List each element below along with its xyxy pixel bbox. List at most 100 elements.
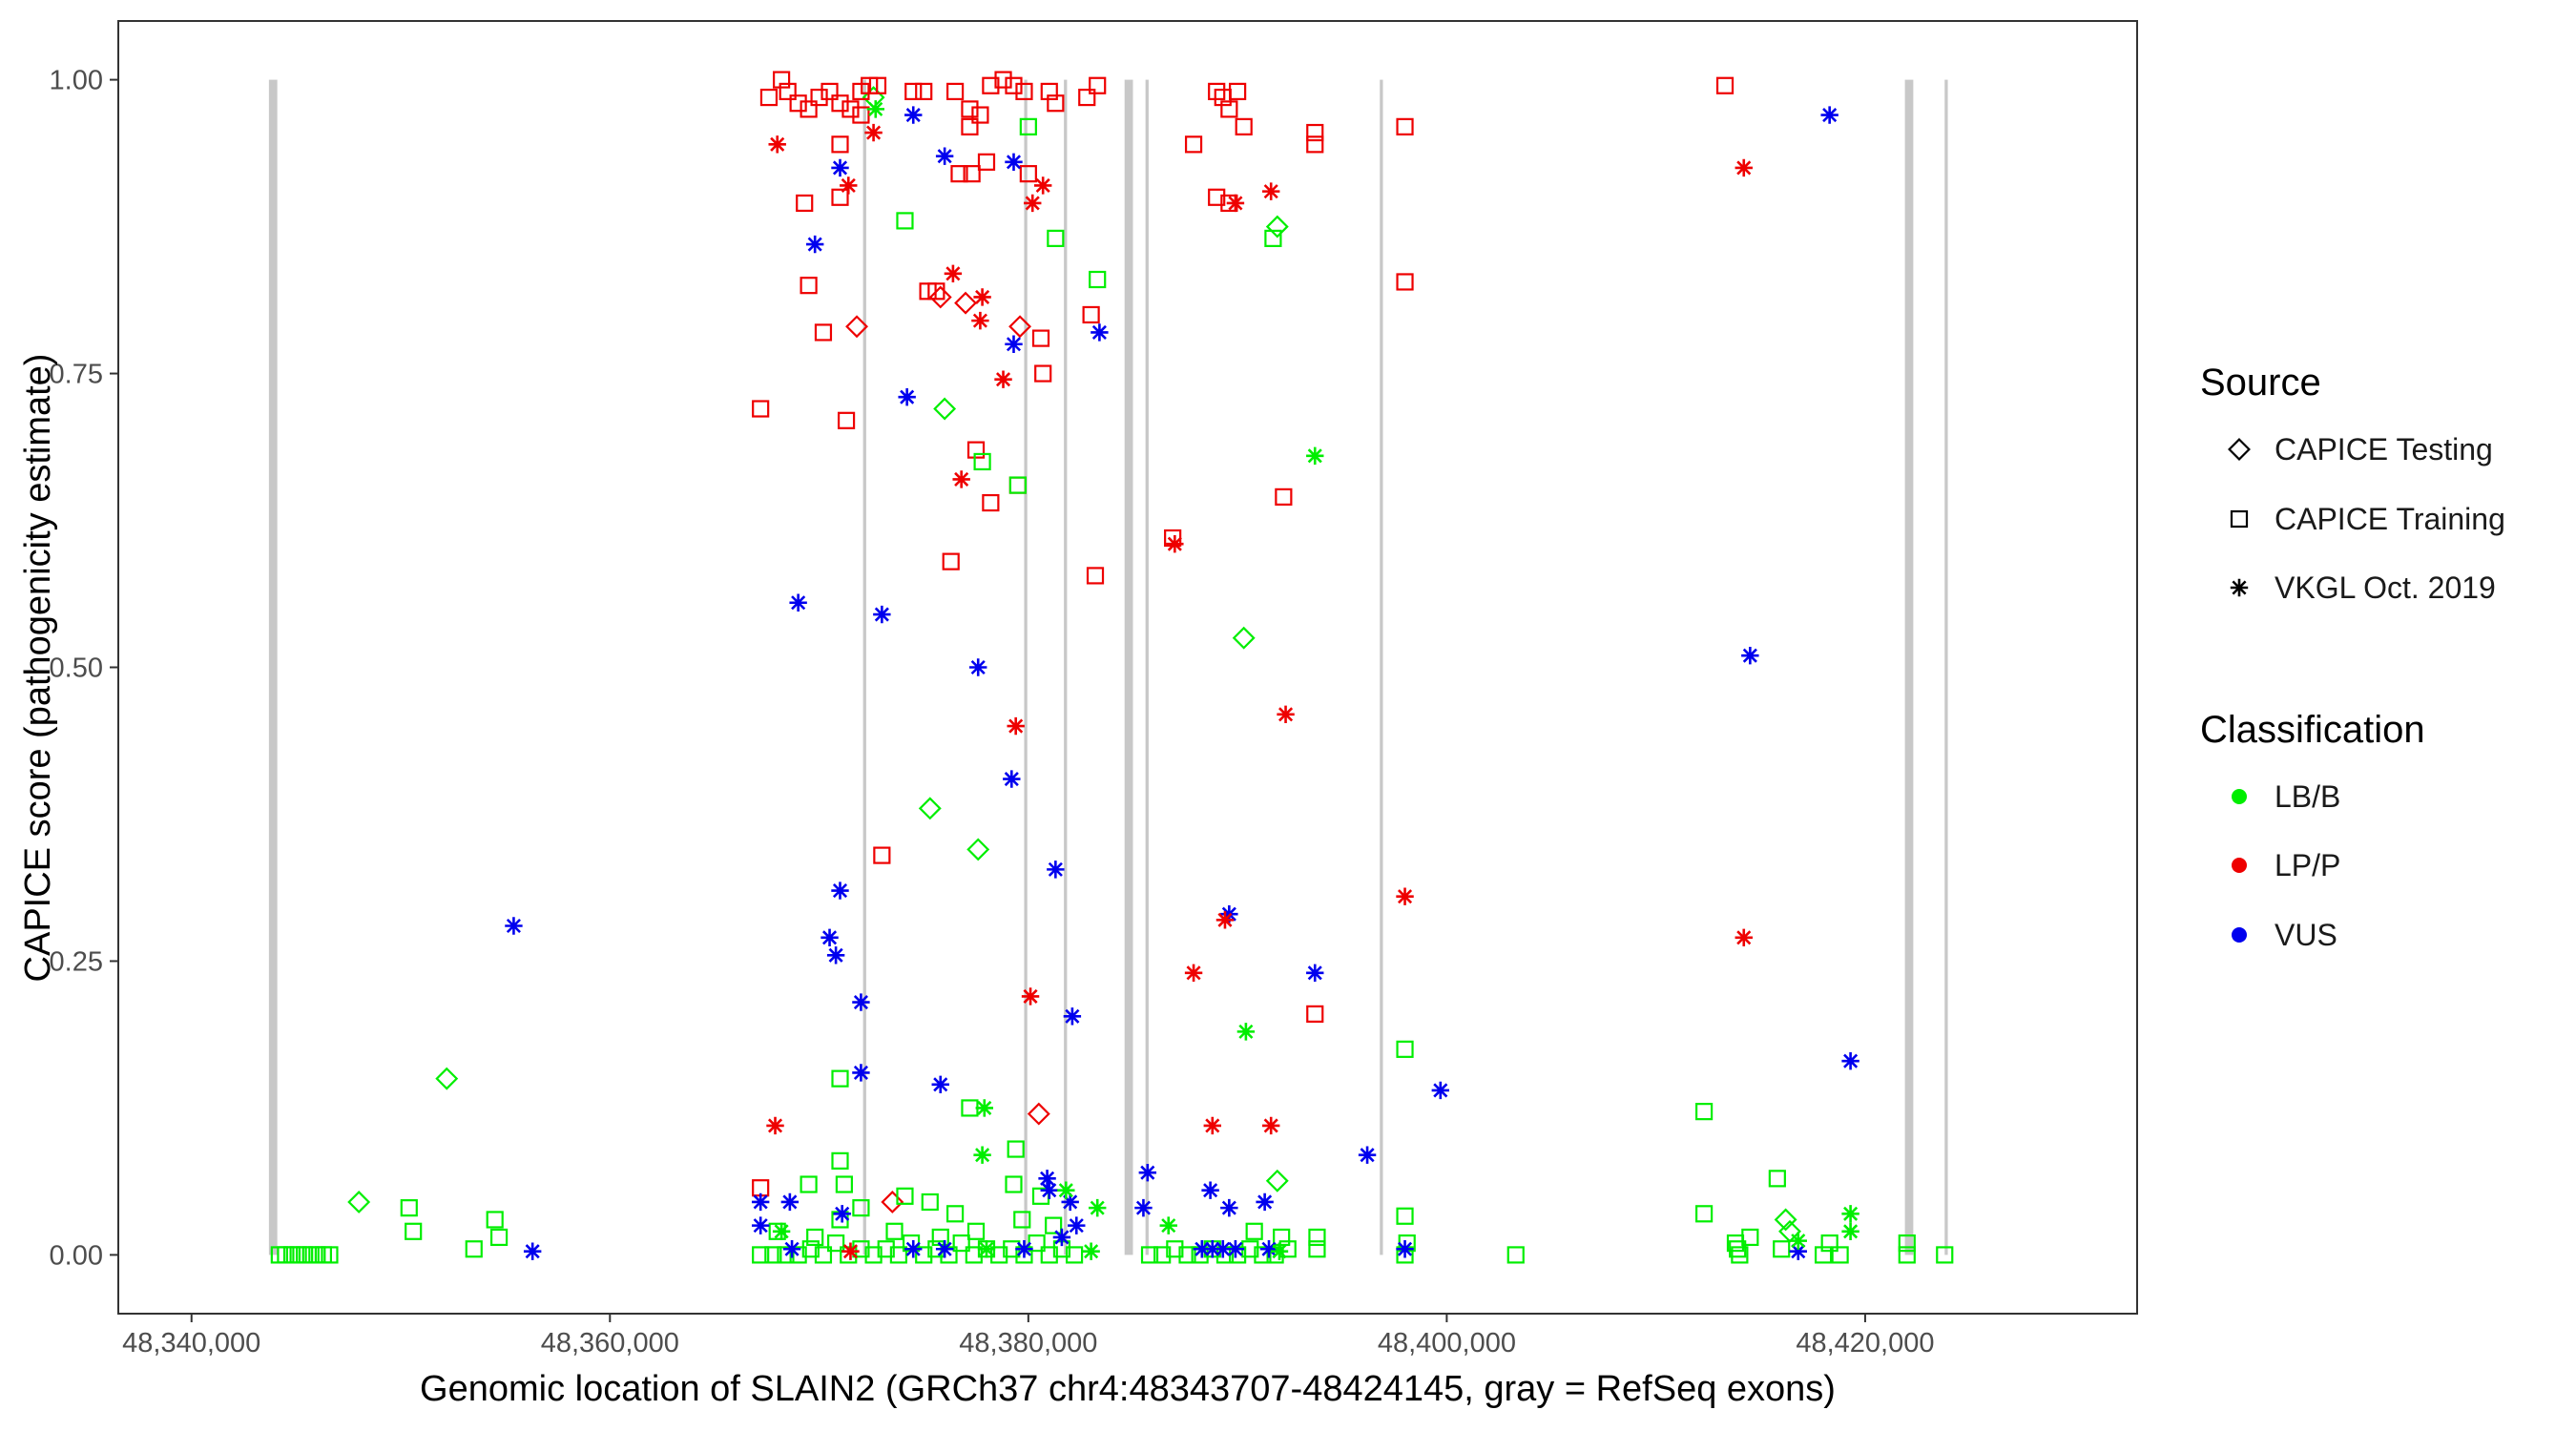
point-asterisk-50 [1396,1240,1414,1258]
point-asterisk-52 [1820,106,1839,124]
point-square-95 [896,1187,914,1205]
point-square-166 [1898,1234,1916,1253]
point-asterisk-67 [766,1116,784,1135]
y-tick-label-2: 0.25 [50,946,103,977]
legend-class-keys [2232,789,2247,943]
point-square-34 [1005,76,1023,94]
point-square-40 [796,194,814,213]
point-square-63 [1086,567,1105,585]
point-asterisk-48 [1226,1240,1245,1258]
point-asterisk-37 [1134,1198,1153,1217]
point-square-147 [1273,1228,1291,1247]
point-square-123 [1040,1246,1058,1264]
point-square-127 [806,1228,824,1247]
point-diamond-13 [1232,626,1256,650]
point-asterisk-94 [1789,1232,1807,1250]
point-square-78 [1306,1005,1324,1023]
point-diamond-7 [1008,315,1032,339]
point-asterisk-18 [1003,770,1021,788]
point-asterisk-60 [971,311,989,330]
point-square-66 [1208,82,1226,101]
point-square-71 [1208,188,1226,206]
point-asterisk-45 [1193,1240,1212,1258]
point-square-68 [1220,100,1238,118]
point-asterisk-87 [1159,1216,1177,1234]
point-square-53 [961,117,979,135]
point-square-35 [1015,82,1033,101]
x-tick-label-4: 48,400,000 [1378,1328,1516,1358]
point-asterisk-31 [751,1192,770,1212]
point-square-17 [779,82,797,101]
legend-key-diamond [2228,438,2251,461]
point-square-84 [1264,229,1282,247]
point-asterisk-24 [1040,1181,1058,1199]
point-square-74 [1306,123,1324,142]
legend: Source CAPICE Testing CAPICE Training VK… [2200,362,2505,952]
point-square-94 [852,1199,870,1217]
point-asterisk-75 [1203,1116,1222,1135]
point-square-15 [759,88,779,107]
point-asterisk-42 [1306,964,1324,982]
point-square-65 [1184,135,1203,154]
point-square-44 [831,135,849,154]
point-asterisk-88 [772,1222,791,1240]
point-square-151 [1396,1207,1414,1225]
point-asterisk-63 [1024,194,1042,213]
point-square-137 [1178,1246,1196,1264]
point-square-26 [868,76,887,94]
point-diamond-12 [881,1191,904,1213]
point-asterisk-16 [1005,153,1023,172]
point-square-76 [1396,117,1414,135]
point-asterisk-70 [1262,182,1280,200]
exon-band-8 [1904,79,1914,1255]
point-diamond-2 [347,1191,371,1213]
point-square-14 [489,1228,509,1247]
point-asterisk-76 [1262,1116,1280,1135]
point-asterisk-58 [944,264,963,283]
point-square-111 [889,1246,907,1264]
point-square-168 [1936,1246,1954,1264]
point-square-89 [1007,1140,1025,1158]
point-diamond-14 [1265,215,1289,238]
point-square-133 [1045,1216,1063,1234]
point-asterisk-46 [1203,1240,1222,1258]
point-diamond-15 [1265,1169,1289,1192]
legend-key-lbb [2232,789,2247,804]
point-asterisk-85 [1057,1181,1075,1199]
point-square-135 [1153,1246,1172,1264]
legend-label-capice-training: CAPICE Training [2275,502,2505,536]
point-square-18 [789,94,807,113]
point-square-77 [1396,273,1414,291]
point-square-55 [1031,329,1050,347]
point-asterisk-77 [1396,887,1414,905]
point-square-73 [1275,487,1293,506]
point-asterisk-56 [840,176,858,195]
point-square-156 [1695,1205,1714,1223]
point-square-86 [973,452,991,471]
point-square-129 [885,1222,904,1240]
point-square-79 [1715,76,1735,94]
point-asterisk-39 [1220,1198,1238,1217]
point-square-23 [841,100,860,118]
point-asterisk-49 [1259,1240,1278,1258]
point-square-51 [963,165,981,183]
point-square-29 [945,82,965,101]
point-square-85 [1008,476,1027,494]
point-asterisk-62 [952,470,970,488]
point-square-146 [1245,1222,1263,1240]
point-square-161 [1768,1170,1786,1188]
point-square-50 [950,165,968,183]
point-square-81 [1019,117,1037,135]
point-square-105 [814,1246,833,1264]
point-asterisk-43 [1431,1081,1450,1100]
x-tick-label-1: 48,340,000 [122,1328,260,1358]
y-tick-label-3: 0.50 [50,653,103,684]
point-square-39 [1089,76,1107,94]
point-square-19 [800,100,818,118]
legend-key-lpp [2232,858,2247,873]
point-square-31 [971,106,989,124]
point-asterisk-81 [1306,446,1324,465]
legend-classification-title: Classification [2200,709,2425,751]
point-asterisk-3 [789,593,807,612]
point-asterisk-8 [826,946,845,964]
